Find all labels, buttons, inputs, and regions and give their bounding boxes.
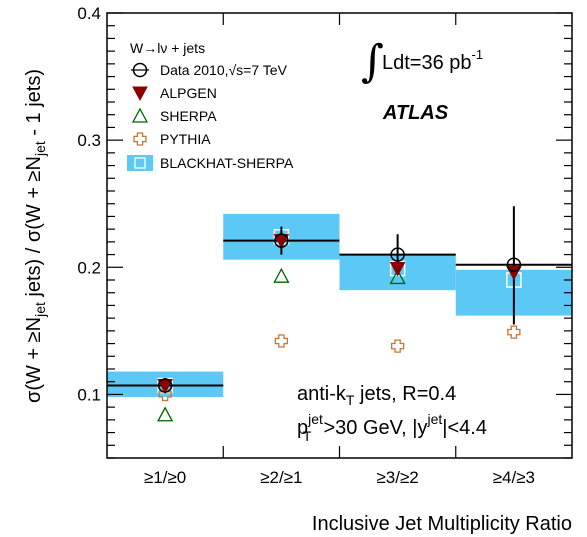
legend-data-marker [132, 62, 148, 78]
y-tick-label: 0.2 [77, 258, 101, 277]
atlas-label: ATLAS [382, 102, 449, 124]
series-layer [107, 206, 572, 422]
pythia-marker [507, 325, 521, 339]
alpgen-marker [389, 262, 406, 277]
pythia-marker [390, 339, 405, 353]
legend-pythia-marker [133, 132, 147, 146]
x-tick-label: ≥3/≥2 [376, 468, 418, 487]
y-tick-label: 0.4 [77, 4, 101, 23]
x-tick-label: ≥1/≥0 [144, 468, 186, 487]
data-marker [157, 378, 173, 393]
legend-sherpa-marker [131, 107, 149, 123]
data-marker [390, 247, 405, 262]
sherpa-marker [389, 269, 406, 285]
y-axis-title: σ(W + ≥Njet jets) / σ(W + ≥Njet - 1 jets… [23, 69, 48, 403]
x-tick-label: ≥4/≥3 [493, 468, 535, 487]
x-tick-label: ≥2/≥1 [260, 468, 302, 487]
legend-label: SHERPA [160, 108, 217, 124]
pythia-marker [274, 334, 289, 348]
legend-blackhat-marker [134, 157, 146, 169]
y-tick-label: 0.1 [77, 385, 101, 404]
lumi-annotation: ∫ Ldt=36 pb-1 [361, 36, 483, 87]
data-marker [274, 233, 289, 248]
legend-label: PYTHIA [160, 131, 211, 147]
legend-label: BLACKHAT-SHERPA [160, 155, 294, 171]
data-marker [506, 257, 522, 272]
legend: W→lν + jets Data 2010,√s=7 TeV ALPGEN SHER… [127, 40, 294, 171]
x-axis-title: Inclusive Jet Multiplicity Ratio [312, 513, 572, 535]
axes-layer: 0.1 0.2 0.3 0.4 ≥1/≥0 ≥2/≥1 ≥3/≥2 ≥4/≥3 [77, 4, 572, 487]
algo-annotation: anti-kT jets, R=0.4 [297, 383, 456, 408]
cut-annotation: pjet T >30 GeV, |yjet|<4.4 [297, 411, 487, 444]
legend-label: ALPGEN [160, 85, 217, 101]
legend-label: Data 2010,√s=7 TeV [160, 62, 288, 78]
legend-alpgen-marker [132, 86, 148, 102]
sherpa-marker [273, 267, 290, 283]
lumi-text: Ldt=36 pb-1 [382, 47, 483, 74]
y-tick-label: 0.3 [77, 131, 101, 150]
legend-header: W→lν + jets [130, 40, 205, 56]
legend-blackhat-band [127, 155, 153, 171]
sherpa-marker [157, 406, 174, 422]
lumi-integral: ∫ [361, 36, 384, 87]
